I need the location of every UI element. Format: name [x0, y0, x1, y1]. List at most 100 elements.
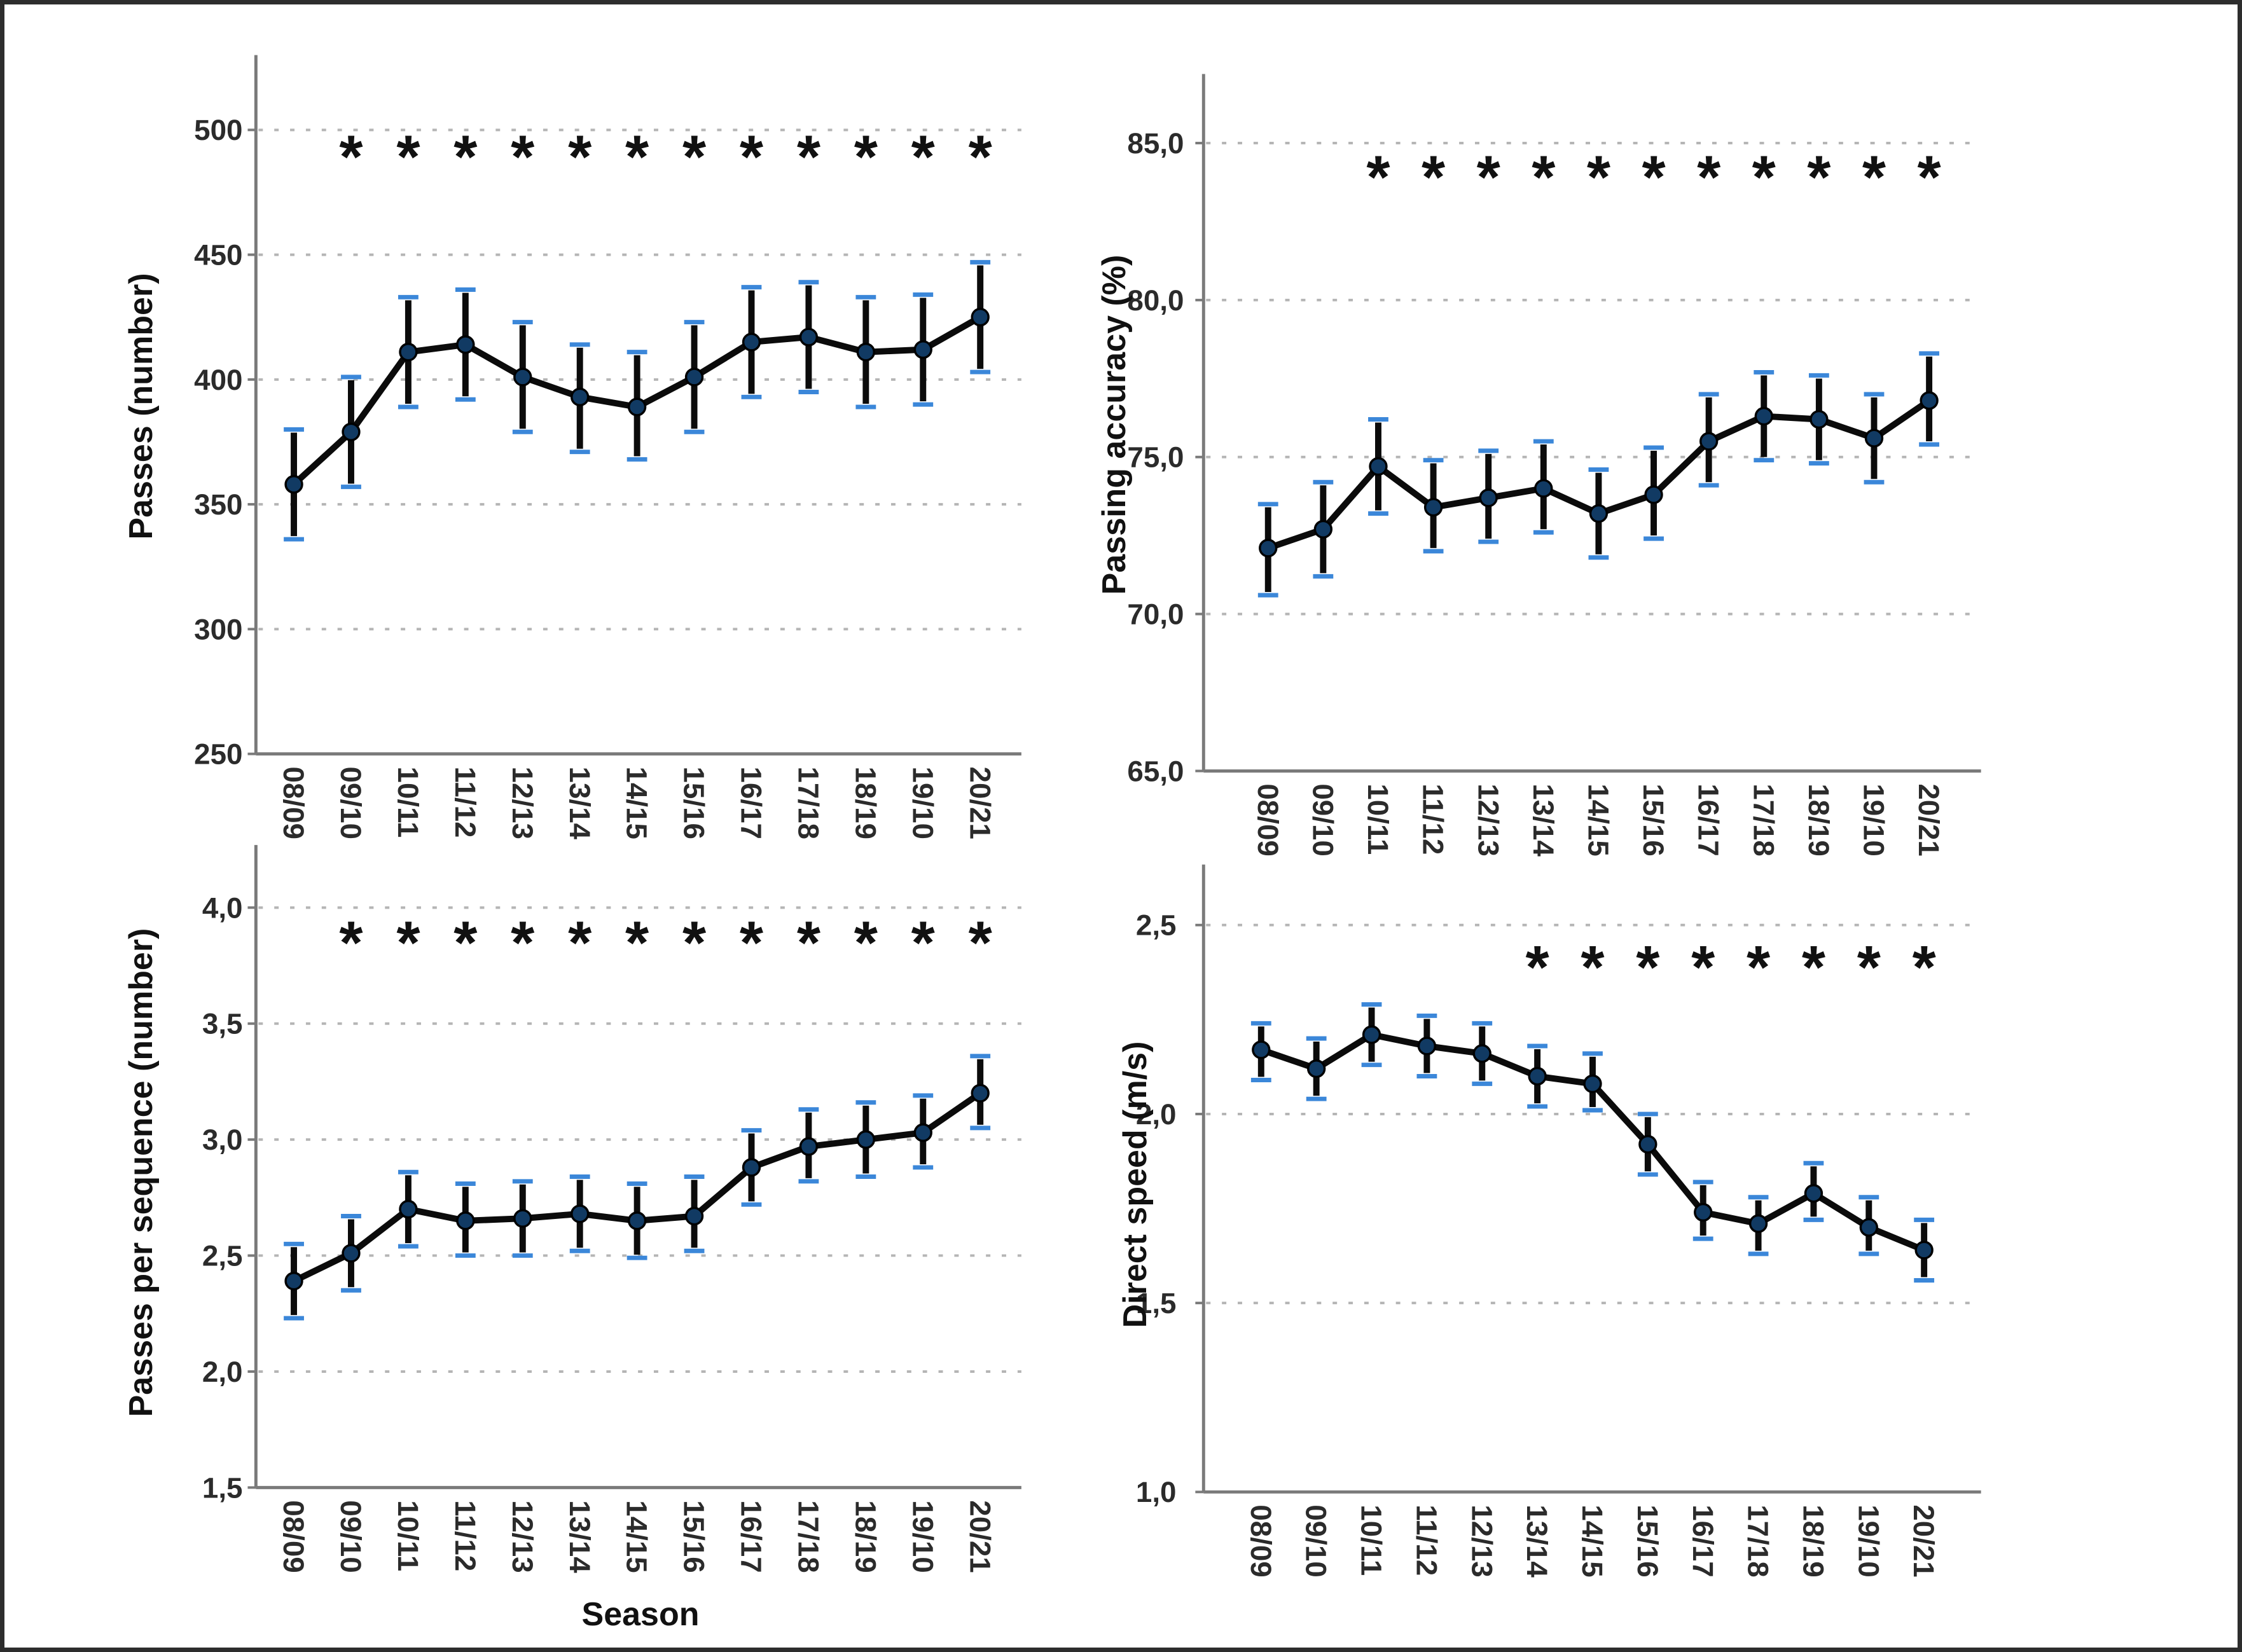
data-point-marker	[1313, 520, 1333, 539]
x-tick-label: 12/13	[506, 1500, 539, 1573]
x-tick-label: 10/11	[392, 767, 424, 838]
x-tick-label: 09/10	[335, 767, 367, 840]
x-tick-label: 20/21	[964, 1500, 996, 1573]
x-tick-label: 08/09	[277, 767, 310, 840]
data-point-marker	[1748, 1214, 1768, 1233]
x-tick-label: 12/13	[1472, 783, 1504, 857]
data-point-marker	[684, 368, 704, 387]
data-point-marker	[1583, 1074, 1602, 1094]
data-point-marker	[456, 335, 475, 354]
y-tick-label: 70,0	[1127, 598, 1184, 631]
data-point-marker	[513, 1209, 532, 1228]
x-tick-label: 16/17	[735, 1500, 768, 1573]
y-tick-label: 450	[194, 238, 242, 271]
x-tick-label: 09/10	[1300, 1504, 1332, 1578]
x-tick-label: 18/19	[1803, 783, 1835, 857]
data-point-marker	[1259, 539, 1278, 558]
data-point-marker	[399, 342, 418, 362]
data-point-marker	[1589, 504, 1609, 523]
significance-asterisk: *	[1532, 144, 1556, 211]
significance-asterisk: *	[740, 910, 764, 977]
significance-asterisk: *	[1636, 934, 1660, 1002]
significance-asterisk: *	[854, 910, 878, 977]
x-tick-label: 17/18	[1747, 783, 1780, 857]
x-tick-label: 14/15	[621, 767, 653, 840]
y-tick-label: 4,0	[202, 891, 243, 924]
significance-asterisk: *	[854, 124, 878, 191]
y-axis-title-passing-accuracy: Passing accuracy (%)	[1096, 254, 1133, 595]
significance-asterisk: *	[1918, 144, 1942, 211]
significance-asterisk: *	[1526, 934, 1550, 1002]
data-point-marker	[1804, 1184, 1823, 1203]
significance-asterisk: *	[1642, 144, 1666, 211]
x-tick-label: 18/19	[849, 767, 882, 840]
data-point-marker	[1914, 1241, 1934, 1260]
significance-asterisk: *	[568, 124, 592, 191]
y-tick-label: 2,5	[202, 1239, 243, 1272]
data-point-marker	[571, 387, 590, 406]
y-tick-label: 3,0	[202, 1124, 243, 1156]
data-point-marker	[1369, 457, 1388, 476]
data-point-marker	[456, 1211, 475, 1230]
x-tick-label: 19/10	[906, 1500, 939, 1573]
y-tick-label: 85,0	[1127, 127, 1184, 160]
significance-asterisk: *	[1691, 934, 1715, 1002]
significance-asterisk: *	[797, 124, 821, 191]
data-point-marker	[913, 1123, 932, 1142]
chart-passes-per-sequence: 1,5 2,0 2,5 3,0 3,5 4,0 08/09 09/10 10/11 11/12 12…	[202, 844, 1021, 1573]
x-tick-label: 13/14	[1527, 783, 1560, 857]
y-tick-label: 2,0	[202, 1356, 243, 1388]
data-point-marker	[971, 1084, 990, 1103]
data-point-marker	[513, 368, 532, 387]
x-tick-label: 15/16	[1637, 783, 1670, 857]
y-tick-label: 3,5	[202, 1008, 243, 1040]
x-tick-label: 12/13	[1465, 1504, 1498, 1578]
data-point-marker	[742, 333, 761, 352]
x-tick-label: 10/11	[1355, 1504, 1388, 1576]
data-point-marker	[342, 1244, 361, 1263]
significance-asterisk: *	[969, 124, 993, 191]
x-tick-label: 08/09	[277, 1500, 310, 1573]
data-point-marker	[856, 342, 876, 362]
significance-asterisk: *	[511, 124, 535, 191]
y-tick-label: 500	[194, 114, 242, 146]
data-point-marker	[1694, 1202, 1713, 1222]
x-tick-label: 19/10	[1852, 1504, 1885, 1578]
data-point-marker	[399, 1199, 418, 1219]
y-tick-label: 400	[194, 364, 242, 396]
x-tick-label: 11/12	[449, 1500, 481, 1571]
significance-asterisk: *	[911, 910, 936, 977]
significance-asterisk: *	[511, 910, 535, 977]
x-axis-title-season: Season	[581, 1596, 700, 1633]
x-tick-label: 17/18	[792, 767, 824, 840]
significance-asterisk: *	[682, 124, 707, 191]
x-tick-label: 10/11	[392, 1500, 424, 1571]
y-tick-label: 1,5	[202, 1471, 243, 1504]
significance-asterisk: *	[339, 910, 363, 977]
significance-asterisk: *	[1807, 144, 1831, 211]
data-point-marker	[1417, 1036, 1437, 1056]
x-tick-label: 15/16	[1631, 1504, 1664, 1578]
data-point-marker	[971, 308, 990, 327]
data-point-marker	[284, 475, 303, 494]
chart-direct-speed: 1,0 1,5 2,0 2,5 08/09 09/10 10/11 11/12 12/13 13/…	[1136, 864, 1981, 1578]
data-point-marker	[742, 1158, 761, 1177]
y-tick-label: 1,5	[1136, 1287, 1177, 1319]
x-tick-label: 10/11	[1362, 783, 1394, 855]
significance-asterisk: *	[625, 124, 649, 191]
data-point-marker	[1479, 488, 1498, 507]
y-tick-label: 2,5	[1136, 909, 1177, 942]
x-tick-label: 20/21	[964, 767, 996, 840]
y-tick-label: 65,0	[1127, 755, 1184, 787]
x-tick-label: 13/14	[564, 1500, 596, 1573]
y-tick-label: 250	[194, 738, 242, 771]
data-point-marker	[1864, 429, 1884, 448]
y-tick-label: 80,0	[1127, 284, 1184, 317]
data-point-marker	[913, 340, 932, 359]
data-point-marker	[799, 327, 819, 347]
x-tick-label: 16/17	[1692, 783, 1725, 857]
significance-asterisk: *	[969, 910, 993, 977]
x-tick-label: 16/17	[735, 767, 768, 840]
significance-asterisk: *	[1862, 144, 1886, 211]
x-tick-label: 09/10	[335, 1500, 367, 1573]
